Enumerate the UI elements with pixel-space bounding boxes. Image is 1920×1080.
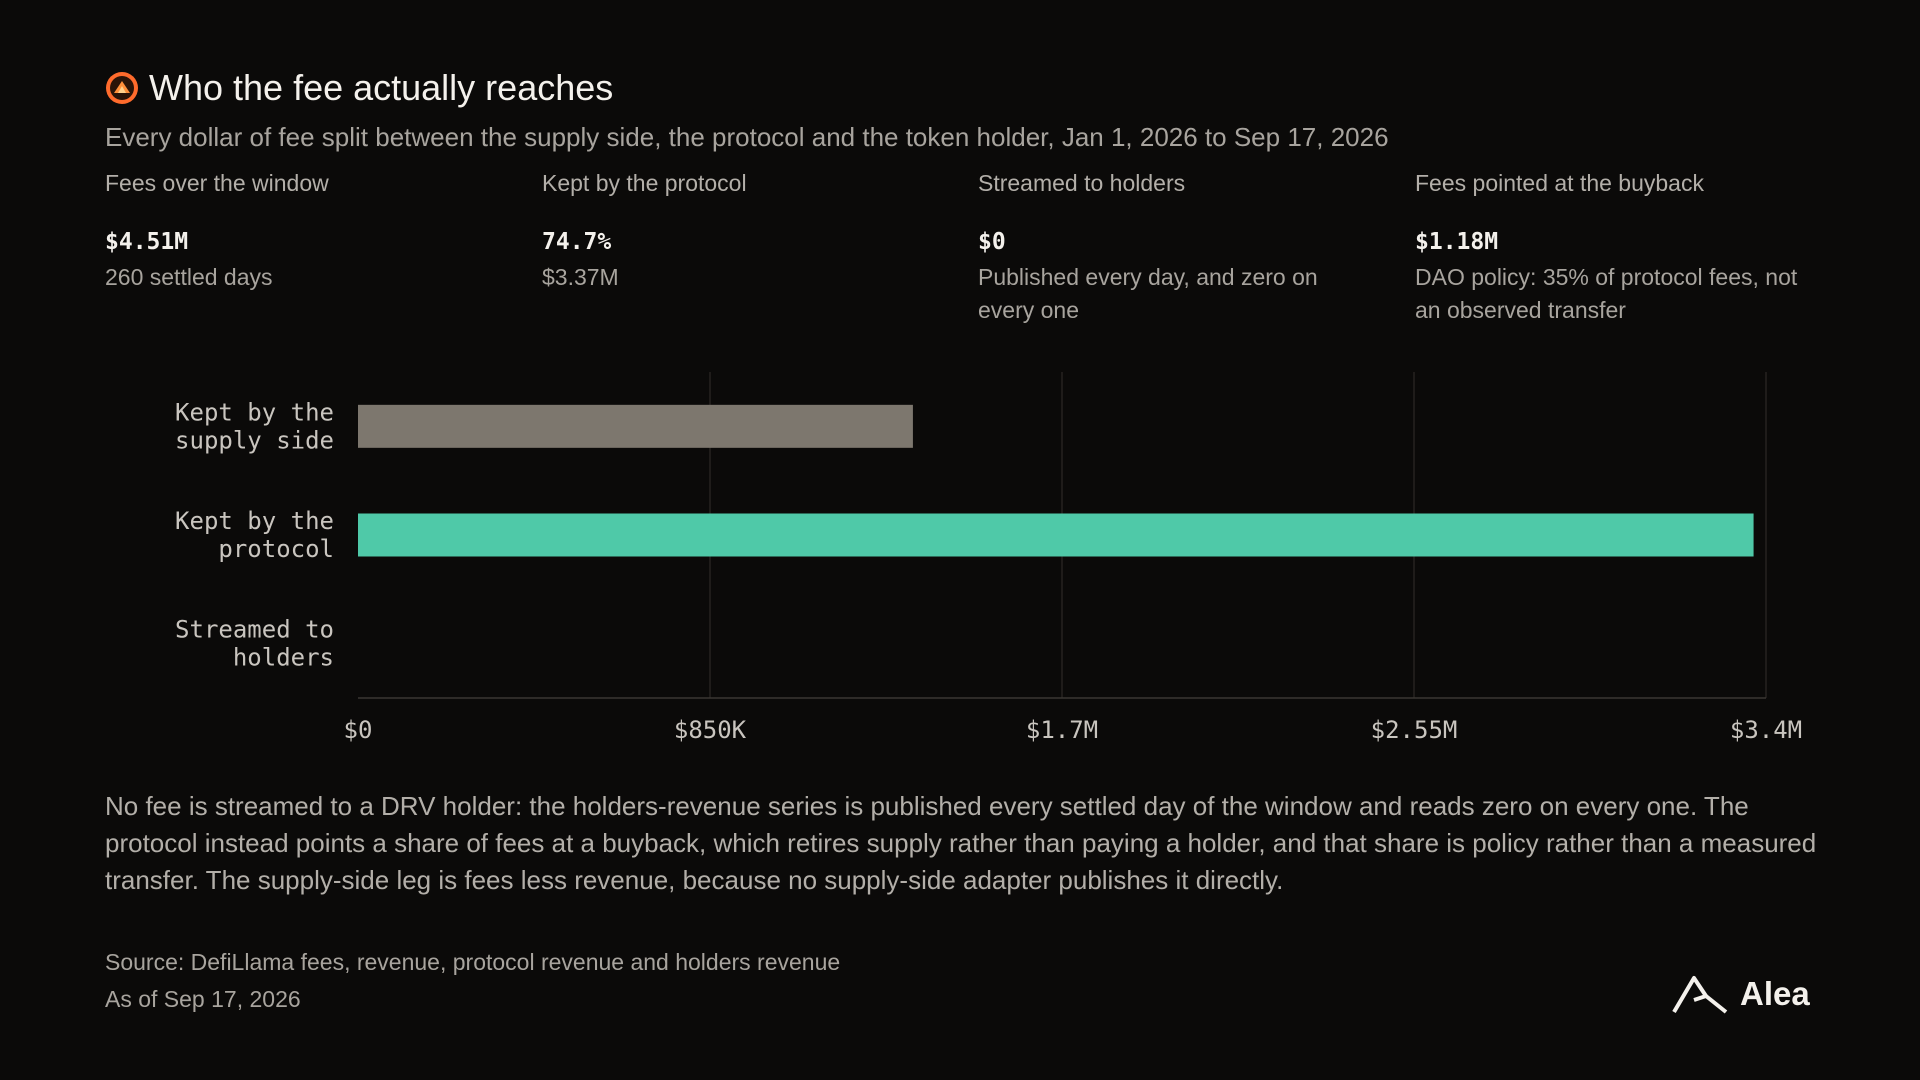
- x-tick-label: $850K: [674, 716, 747, 744]
- alea-mark-icon: [1672, 976, 1728, 1014]
- stat-value: 74.7%: [542, 229, 612, 255]
- as-of-text: As of Sep 17, 2026: [105, 986, 301, 1012]
- stat-value: $0: [978, 229, 1006, 255]
- category-label: Kept by the: [175, 398, 334, 426]
- stat-note: DAO policy: 35% of protocol fees, not an…: [1415, 264, 1798, 323]
- x-tick-label: $2.55M: [1371, 716, 1458, 744]
- category-label: supply side: [175, 426, 334, 454]
- brand: Alea: [1672, 974, 1810, 1014]
- stat-note: 260 settled days: [105, 264, 273, 290]
- source-block: Source: DefiLlama fees, revenue, protoco…: [105, 944, 840, 1018]
- flame-logo-icon: [106, 72, 138, 104]
- stat-label: Fees pointed at the buyback: [1415, 170, 1704, 196]
- bar: [358, 513, 1754, 557]
- stat-holders: Streamed to holders $0 Published every d…: [978, 168, 1378, 327]
- header: Who the fee actually reaches Every dolla…: [105, 66, 1825, 153]
- stat-value: $4.51M: [105, 229, 189, 255]
- stat-value: $1.18M: [1415, 229, 1499, 255]
- stat-fees: Fees over the window $4.51M 260 settled …: [105, 168, 505, 294]
- source-text: Source: DefiLlama fees, revenue, protoco…: [105, 949, 841, 975]
- stats-row: Fees over the window $4.51M 260 settled …: [105, 168, 1865, 338]
- x-tick-label: $3.4M: [1730, 716, 1802, 744]
- category-label: holders: [233, 644, 334, 672]
- body-paragraph: No fee is streamed to a DRV holder: the …: [105, 791, 1817, 895]
- stat-protocol: Kept by the protocol 74.7% $3.37M: [542, 168, 942, 294]
- stat-label: Kept by the protocol: [542, 170, 747, 196]
- page-subtitle: Every dollar of fee split between the su…: [105, 122, 1389, 152]
- stat-note: $3.37M: [542, 264, 619, 290]
- stat-label: Fees over the window: [105, 170, 329, 196]
- category-label: Streamed to: [175, 616, 334, 644]
- x-tick-label: $0: [344, 716, 373, 744]
- category-label: Kept by the: [175, 507, 334, 535]
- chart-area: $0 $850K $1.7M $2.55M $3.4M Kept by the supply…: [0, 360, 1920, 760]
- brand-name: Alea: [1740, 975, 1810, 1012]
- stat-note: Published every day, and zero on every o…: [978, 264, 1318, 323]
- bar: [358, 404, 913, 448]
- x-tick-label: $1.7M: [1026, 716, 1098, 744]
- stat-label: Streamed to holders: [978, 170, 1186, 196]
- title-row: Who the fee actually reaches: [105, 66, 1825, 110]
- category-label: protocol: [218, 535, 334, 563]
- page-title: Who the fee actually reaches: [149, 67, 614, 108]
- stat-buyback: Fees pointed at the buyback $1.18M DAO p…: [1415, 168, 1815, 327]
